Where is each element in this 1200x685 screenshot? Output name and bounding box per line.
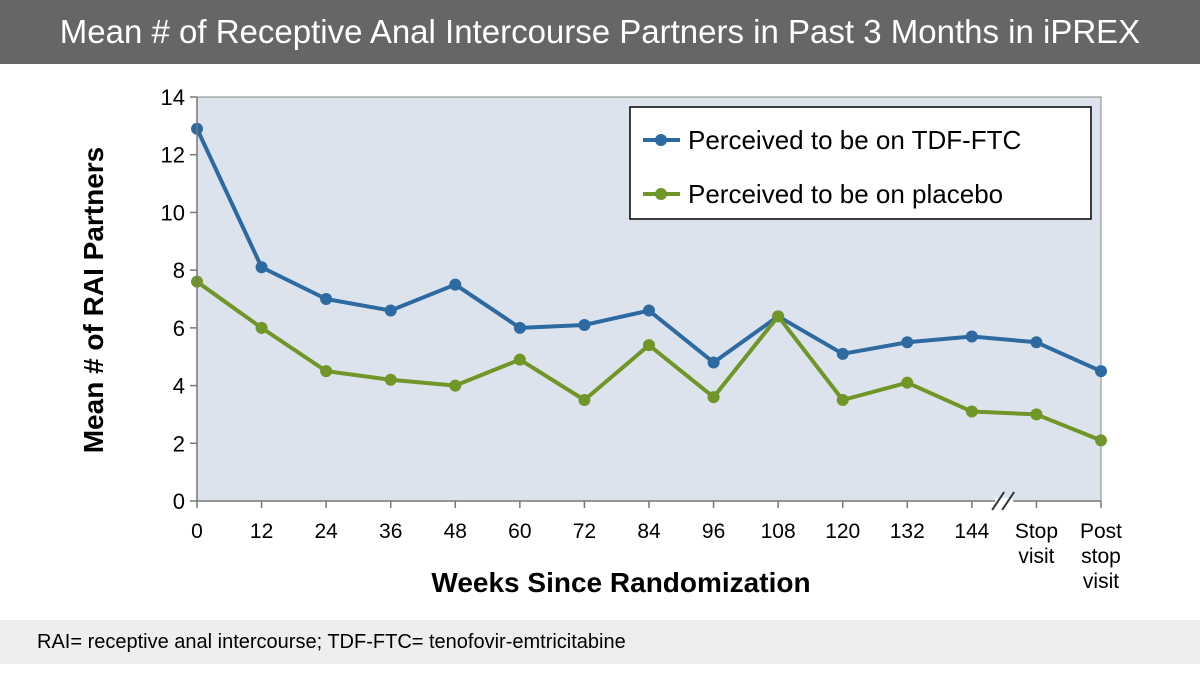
axis-break-mark: [991, 491, 1005, 511]
data-point: [320, 365, 333, 378]
data-point: [1095, 434, 1107, 447]
x-tick-label: 108: [761, 520, 796, 543]
data-point: [901, 376, 914, 389]
axis-break-gap: [995, 498, 1014, 505]
data-point: [320, 293, 333, 305]
y-tick-label: 14: [161, 85, 185, 110]
data-point: [513, 353, 526, 366]
y-tick-label: 12: [161, 143, 185, 168]
data-point: [1030, 336, 1043, 349]
y-tick-label: 6: [173, 316, 185, 341]
y-tick-label: 10: [161, 200, 185, 225]
legend-label: Perceived to be on placebo: [688, 179, 1003, 209]
data-point: [643, 304, 655, 317]
x-tick-label: 84: [637, 520, 661, 543]
data-point: [384, 373, 397, 386]
data-point: [384, 304, 397, 317]
slide-title: Mean # of Receptive Anal Intercourse Par…: [0, 0, 1200, 64]
data-point: [449, 278, 462, 291]
y-tick-label: 4: [173, 374, 185, 399]
x-tick-label: 36: [379, 520, 402, 543]
x-axis-label: Weeks Since Randomization: [431, 567, 810, 598]
data-point: [707, 391, 720, 404]
series-placebo: [191, 275, 1107, 447]
x-tick-label: 144: [954, 520, 989, 543]
legend-marker: [655, 134, 667, 146]
x-tick-label: 72: [573, 520, 596, 543]
x-tick-label: Post stop visit: [1080, 520, 1122, 593]
y-tick-label: 0: [173, 489, 185, 514]
x-tick-label: 60: [508, 520, 531, 543]
data-point: [578, 318, 591, 331]
x-tick-label: 96: [702, 520, 725, 543]
data-point: [836, 347, 849, 360]
x-tick-label: Stop visit: [1015, 520, 1058, 568]
data-point: [901, 336, 914, 349]
x-tick-label: 48: [444, 520, 467, 543]
x-tick-label: 12: [250, 520, 273, 543]
x-tick-label: 0: [191, 520, 203, 543]
data-point: [836, 394, 849, 406]
data-point: [578, 394, 591, 406]
data-point: [449, 379, 462, 392]
footnote: RAI= receptive anal intercourse; TDF-FTC…: [0, 620, 1200, 664]
y-tick-label: 2: [173, 431, 185, 456]
data-point: [643, 339, 655, 352]
data-point: [1030, 408, 1043, 421]
data-point: [255, 261, 268, 274]
x-tick-label: 132: [890, 520, 925, 543]
data-point: [255, 321, 268, 334]
x-tick-label: 120: [825, 520, 860, 543]
series-tdf-ftc: [191, 122, 1107, 378]
data-point: [772, 310, 785, 323]
legend-label: Perceived to be on TDF-FTC: [688, 125, 1021, 155]
y-tick-label: 8: [173, 258, 185, 283]
x-tick-label: 24: [314, 520, 338, 543]
data-point: [707, 356, 720, 369]
data-point: [513, 321, 526, 334]
data-point: [965, 405, 978, 418]
data-point: [965, 330, 978, 343]
y-axis-label: Mean # of RAI Partners: [78, 147, 109, 454]
legend-box: [629, 106, 1092, 220]
data-point: [1095, 365, 1107, 378]
axis-break-mark: [1001, 491, 1015, 511]
legend-marker: [655, 188, 667, 200]
